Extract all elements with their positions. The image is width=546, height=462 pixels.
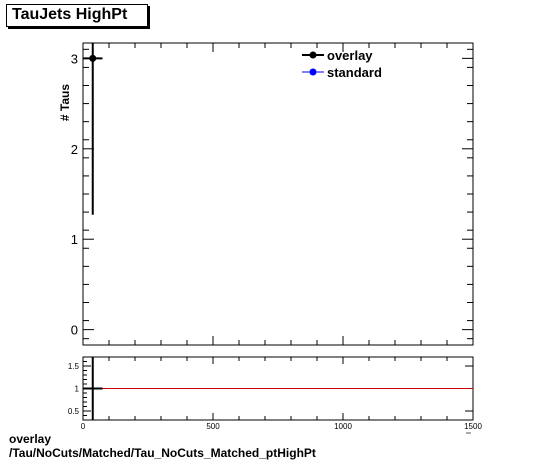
ratio-x-tick-label: 1500 <box>464 422 482 431</box>
ratio-y-tick-label: 1.5 <box>68 362 80 371</box>
footer-path: /Tau/NoCuts/Matched/Tau_NoCuts_Matched_p… <box>9 446 316 460</box>
ratio-y-tick-label: 1 <box>75 385 80 394</box>
ratio-x-tick-label: 1000 <box>334 422 352 431</box>
ratio-x-tick-label: 500 <box>206 422 220 431</box>
legend-marker <box>309 68 317 76</box>
chart-title-box: TauJets HighPt <box>6 4 148 27</box>
legend-label: standard <box>327 65 382 80</box>
legend-label: overlay <box>327 48 373 63</box>
chart-title: TauJets HighPt <box>12 6 128 23</box>
main-y-tick-label: 1 <box>71 232 78 247</box>
footer-label: overlay <box>9 432 52 446</box>
main-y-tick-label: 2 <box>71 142 78 157</box>
main-y-tick-label: 0 <box>71 323 78 338</box>
y-axis-label: # Taus <box>58 84 72 122</box>
ratio-x-tick-label: 0 <box>81 422 86 431</box>
legend-marker <box>309 51 317 59</box>
main-y-tick-label: 3 <box>71 51 78 66</box>
data-point-marker <box>89 54 97 62</box>
main-plot-frame <box>82 42 474 346</box>
ratio-y-tick-label: 0.5 <box>68 407 80 416</box>
